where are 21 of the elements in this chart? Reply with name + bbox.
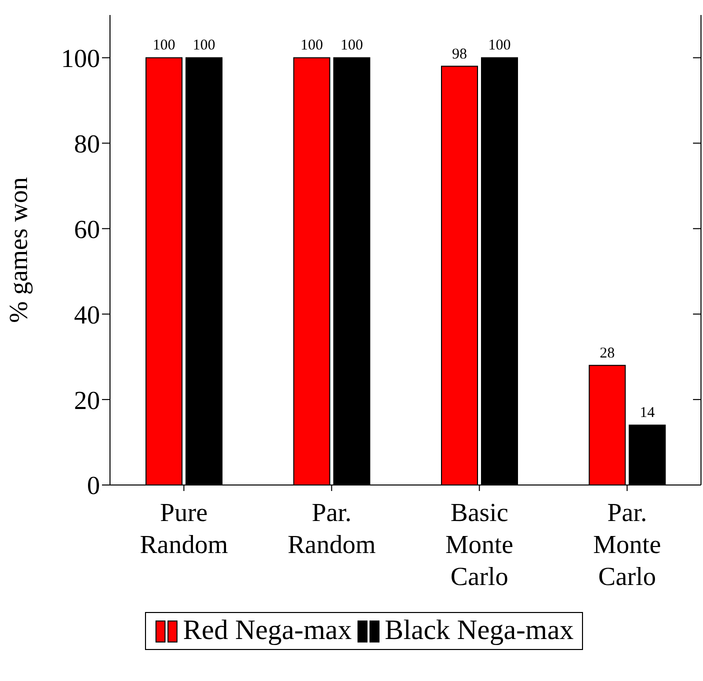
data-label: 100 [488,38,511,54]
legend-label: Red Nega-max [182,615,352,647]
legend-label: Black Nega-max [384,615,574,647]
y-tick-label: 60 [74,214,100,244]
data-label: 100 [192,38,216,54]
data-label: 100 [340,38,363,54]
y-axis-title: % games won [4,177,34,323]
x-tick-label: Basic Monte Carlo [445,498,514,591]
data-label: 14 [640,405,656,422]
x-tick-label: Pure Random [140,498,228,559]
data-label: 98 [452,46,467,62]
data-label: 100 [300,38,323,54]
data-label: 28 [600,345,615,362]
y-tick-label: 40 [74,300,100,330]
x-tick-label: Par. Monte Carlo [593,498,662,591]
y-tick-label: 20 [74,386,100,415]
y-tick-label: 100 [61,44,100,73]
x-tick-label: Par. Random [288,498,376,559]
y-tick-label: 80 [74,129,100,158]
y-tick-label: 0 [87,471,100,500]
data-label: 100 [152,38,176,54]
